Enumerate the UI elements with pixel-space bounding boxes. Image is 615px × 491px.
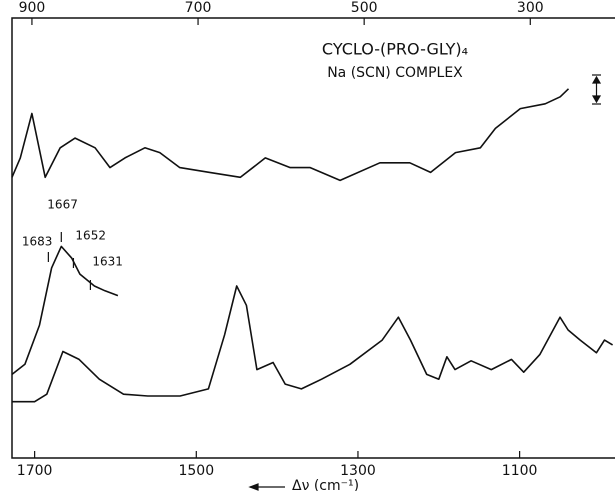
- peak-label: 1667: [47, 198, 78, 212]
- x-tick-label: 1500: [178, 463, 214, 479]
- peak-label: 1652: [75, 229, 106, 243]
- x-tick-label: 1300: [340, 463, 376, 479]
- spectrum-trace: [11, 88, 570, 182]
- x-axis-label: Δν (cm⁻¹): [292, 478, 359, 491]
- x-label-arrow: [248, 483, 285, 491]
- x2-tick-label: 300: [517, 0, 544, 16]
- x2-tick-label: 900: [19, 0, 46, 16]
- x-tick-label: 1700: [17, 463, 53, 479]
- x2-tick-label: 700: [185, 0, 212, 16]
- peak-label: 1683: [22, 235, 53, 249]
- plot-frame: [11, 17, 615, 459]
- x-tick-label: 1100: [502, 463, 538, 479]
- x2-tick-label: 500: [351, 0, 378, 16]
- spectrum-trace: [11, 245, 119, 376]
- chart-title: CYCLO-(PRO-GLY)₄: [322, 40, 468, 59]
- peak-label: 1631: [92, 255, 123, 269]
- scale-bar: [591, 74, 602, 105]
- spectrum-trace: [12, 285, 614, 403]
- chart-subtitle: Na (SCN) COMPLEX: [327, 65, 463, 81]
